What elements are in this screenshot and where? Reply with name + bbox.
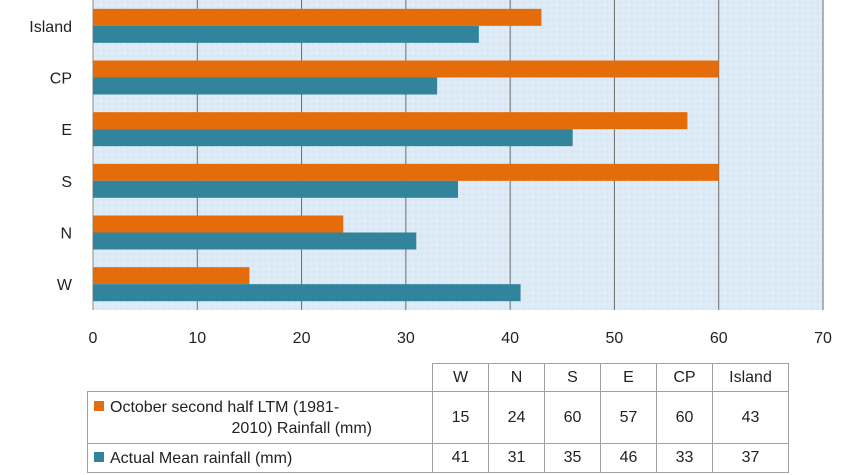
legend-label-line: October second half LTM (1981- [110,398,340,416]
bar-chart: W N S E CP Island 0 10 20 30 40 50 60 70 [29,0,832,347]
bars [93,8,719,302]
bar [93,77,438,95]
legend-label-line: Actual Mean rainfall (mm) [110,449,293,467]
x-tick-label: 20 [293,330,311,347]
bar [93,25,479,43]
table-header-cell: Island [712,363,789,392]
bar [93,284,521,302]
table-row: October second half LTM (1981- 2010) Rai… [87,391,789,444]
bar [93,215,344,233]
table-header-cell: N [488,363,545,392]
bar [93,8,542,26]
category-label: E [61,122,72,139]
table-cell: 24 [488,391,545,444]
bar [93,129,573,147]
table-cell: 46 [600,443,657,473]
table-cell: 31 [488,443,545,473]
table-header-row: W N S E CP Island [87,363,789,392]
table-cell: 57 [600,391,657,444]
table-cell: 15 [432,391,489,444]
legend-key-orange [94,400,104,411]
table-cell: 37 [712,443,789,473]
data-table: W N S E CP Island October second half LT… [87,363,789,473]
bar [93,60,719,78]
table-cell: 33 [656,443,713,473]
bar [93,180,458,198]
x-tick-label: 50 [606,330,624,347]
bar [93,163,719,181]
table-header-cell: CP [656,363,713,392]
category-label: Island [29,19,72,36]
legend-entry-actual: Actual Mean rainfall (mm) [87,443,433,473]
gridlines [92,0,824,310]
table-cell: 60 [656,391,713,444]
category-axis: W N S E CP Island [29,19,73,294]
x-tick-label: 10 [188,330,206,347]
legend-label-line: 2010) Rainfall (mm) [231,419,372,437]
table-corner [87,363,433,392]
bar [93,112,688,130]
bar [93,232,417,250]
category-label: S [61,174,72,191]
x-tick-label: 70 [814,330,832,347]
table-cell: 43 [712,391,789,444]
table-cell: 60 [544,391,601,444]
x-tick-label: 0 [89,330,98,347]
value-axis: 0 10 20 30 40 50 60 70 [89,330,832,347]
legend-entry-ltm: October second half LTM (1981- 2010) Rai… [87,391,433,444]
table-header-cell: W [432,363,489,392]
plot-area [93,0,823,310]
legend-key-teal [94,451,104,462]
x-tick-label: 40 [501,330,519,347]
table-cell: 41 [432,443,489,473]
table-cell: 35 [544,443,601,473]
table-header-cell: S [544,363,601,392]
table-row: Actual Mean rainfall (mm) 41 31 35 46 33… [87,443,789,473]
category-label: W [57,277,73,294]
category-label: N [60,226,72,243]
x-tick-label: 30 [397,330,415,347]
category-label: CP [50,71,72,88]
x-tick-label: 60 [710,330,728,347]
table-header-cell: E [600,363,657,392]
bar [93,267,250,285]
